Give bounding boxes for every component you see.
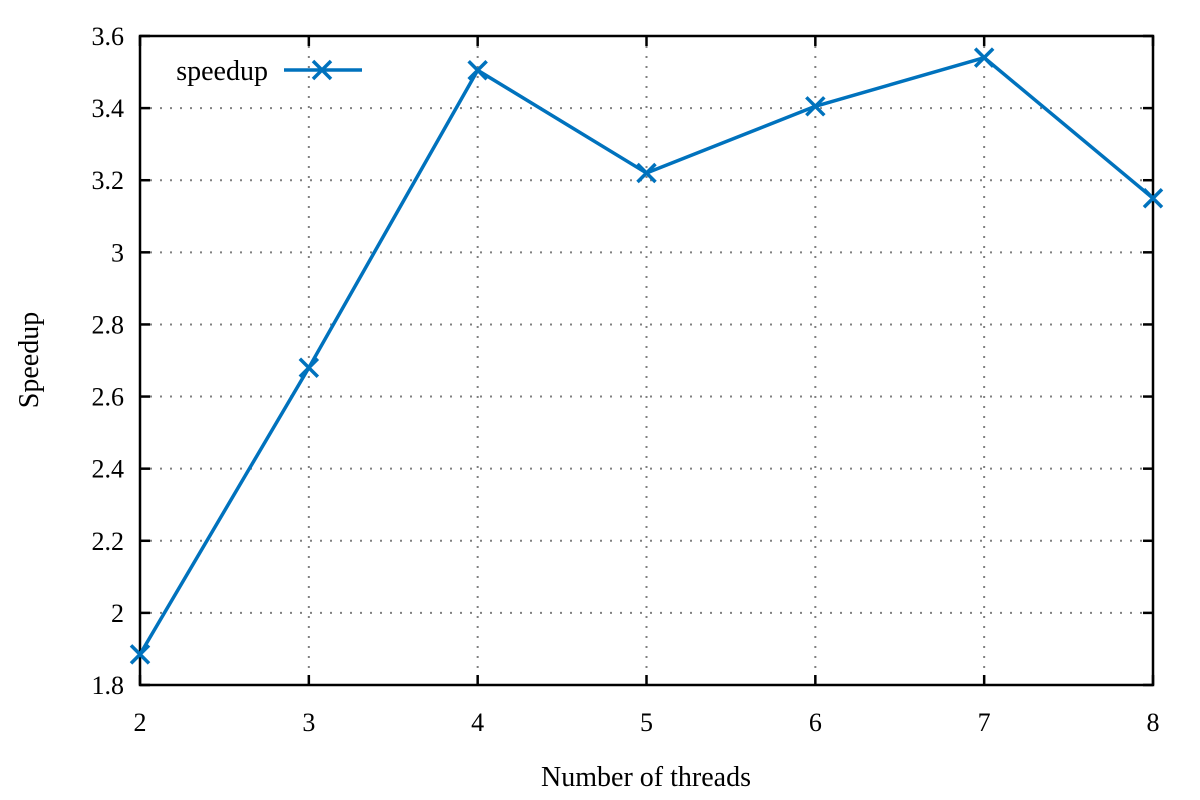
x-tick-label-7: 7: [978, 708, 991, 737]
data-point-speedup-4: [467, 60, 488, 81]
data-point-speedup-8: [1142, 188, 1164, 209]
axis-ticks: [138, 34, 1155, 687]
x-tick-labels: 2 3 4 5 6 7 8: [134, 708, 1160, 737]
x-tick-label-3: 3: [302, 708, 315, 737]
y-tick-label-3: 3: [111, 238, 124, 267]
x-axis-label: Number of threads: [541, 762, 751, 793]
x-tick-label-2: 2: [134, 708, 147, 737]
data-point-speedup-5: [636, 162, 657, 184]
x-tick-label-6: 6: [809, 708, 822, 737]
legend-label-speedup: speedup: [176, 56, 268, 87]
y-tick-label-2.2: 2.2: [92, 527, 125, 556]
y-tick-label-3.6: 3.6: [92, 22, 125, 51]
data-point-speedup-3: [298, 357, 320, 378]
y-tick-label-2.6: 2.6: [92, 383, 125, 412]
x-tick-label-4: 4: [471, 708, 484, 737]
x-tick-label-5: 5: [640, 708, 653, 737]
grid-lines: [140, 36, 1153, 685]
data-point-speedup-7: [973, 47, 995, 68]
data-point-speedup-6: [805, 96, 826, 117]
data-point-speedup-2: [129, 644, 151, 665]
y-tick-label-2: 2: [111, 599, 124, 628]
y-tick-label-3.2: 3.2: [92, 166, 125, 195]
x-tick-label-8: 8: [1147, 708, 1160, 737]
y-tick-label-2.8: 2.8: [92, 310, 125, 339]
y-tick-labels: 1.8 2 2.2 2.4 2.6 2.8 3 3.2 3.4 3.6: [92, 22, 125, 700]
legend: speedup: [176, 56, 362, 87]
y-tick-label-2.4: 2.4: [92, 455, 125, 484]
legend-x-marker-icon: [311, 59, 333, 81]
y-tick-label-3.4: 3.4: [92, 94, 125, 123]
series-group: [129, 47, 1164, 665]
y-axis-label: Speedup: [14, 312, 45, 408]
y-tick-label-1.8: 1.8: [92, 671, 125, 700]
